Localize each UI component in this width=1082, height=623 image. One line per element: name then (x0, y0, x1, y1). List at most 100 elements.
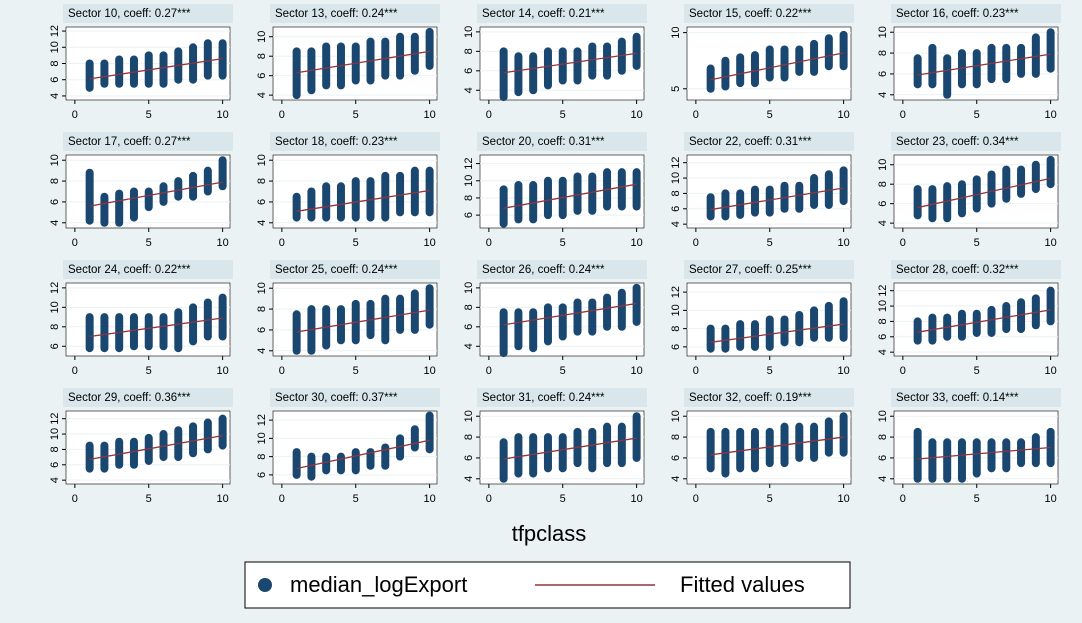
x-tick-label: 0 (72, 109, 78, 121)
point-cluster (603, 422, 612, 468)
panel-title: Sector 23, coeff: 0.34*** (896, 136, 1019, 148)
point-cluster (632, 168, 641, 211)
panel-title-strip (270, 4, 440, 23)
y-tick-label: 6 (670, 455, 682, 461)
y-tick-label: 12 (49, 413, 61, 425)
point-cluster (129, 187, 138, 222)
point-cluster (617, 168, 626, 211)
panel-title-strip (891, 4, 1061, 23)
point-cluster (543, 176, 552, 220)
point-cluster (425, 411, 434, 454)
point-cluster (381, 171, 390, 222)
point-cluster (189, 422, 198, 458)
fit-line (917, 177, 1051, 209)
y-tick-label: 4 (463, 87, 475, 93)
y-tick-label: 8 (256, 306, 268, 312)
point-cluster (425, 27, 434, 70)
point-cluster (706, 427, 715, 473)
x-tick-label: 0 (900, 237, 906, 249)
point-cluster (839, 30, 848, 71)
point-cluster (913, 185, 922, 220)
point-cluster (1031, 160, 1040, 194)
point-cluster (351, 177, 360, 222)
point-cluster (144, 313, 153, 351)
y-tick-label: 6 (463, 68, 475, 74)
y-tick-label: 4 (463, 343, 475, 349)
point-cluster (736, 427, 745, 473)
point-cluster (292, 448, 301, 479)
point-cluster (529, 433, 538, 478)
y-tick-label: 4 (256, 220, 268, 226)
y-tick-label: 10 (877, 26, 889, 38)
y-tick-label: 10 (49, 301, 61, 313)
y-tick-label: 6 (256, 327, 268, 333)
y-tick-label: 12 (49, 25, 61, 37)
panel-title: Sector 16, coeff: 0.23*** (896, 8, 1019, 20)
point-cluster (839, 166, 848, 206)
point-cluster (396, 294, 405, 334)
x-tick-label: 10 (837, 109, 849, 121)
y-tick-label: 4 (49, 477, 61, 483)
x-tick-label: 0 (279, 109, 285, 121)
y-tick-label: 4 (49, 220, 61, 226)
y-tick-label: 10 (670, 172, 682, 184)
y-tick-label: 10 (49, 154, 61, 166)
y-tick-label: 8 (670, 190, 682, 196)
y-tick-label: 10 (463, 26, 475, 38)
x-tick-label: 5 (767, 109, 773, 121)
y-tick-label: 8 (49, 178, 61, 184)
point-cluster (972, 309, 981, 337)
point-cluster (795, 310, 804, 347)
panel-title: Sector 27, coeff: 0.25*** (689, 264, 812, 276)
point-cluster (159, 182, 168, 206)
point-cluster (410, 289, 419, 334)
legend-label: median_logExport (290, 572, 467, 597)
x-tick-label: 0 (900, 365, 906, 377)
y-tick-label: 6 (463, 212, 475, 218)
x-tick-label: 10 (423, 493, 435, 505)
y-tick-label: 8 (256, 178, 268, 184)
point-cluster (1002, 43, 1011, 84)
point-cluster (721, 56, 730, 91)
point-cluster (115, 55, 124, 88)
panel-title-strip (477, 260, 647, 279)
point-cluster (189, 303, 198, 346)
x-tick-label: 0 (900, 109, 906, 121)
y-tick-label: 8 (463, 434, 475, 440)
point-cluster (1017, 43, 1026, 78)
panel-title-strip (684, 260, 854, 279)
panel-title: Sector 17, coeff: 0.27*** (68, 136, 191, 148)
y-tick-label: 6 (256, 73, 268, 79)
point-cluster (588, 172, 597, 215)
y-tick-label: 8 (877, 318, 889, 324)
point-cluster (159, 51, 168, 88)
point-cluster (943, 54, 952, 99)
point-cluster (529, 181, 538, 224)
point-cluster (765, 185, 774, 217)
fit-line (917, 53, 1051, 76)
y-tick-label: 6 (877, 455, 889, 461)
x-tick-label: 5 (560, 365, 566, 377)
panel-title-strip (63, 4, 233, 23)
point-cluster (1046, 28, 1055, 73)
point-cluster (987, 305, 996, 337)
y-tick-label: 10 (670, 410, 682, 422)
point-cluster (810, 422, 819, 462)
panel-title-strip (477, 4, 647, 23)
x-tick-label: 0 (486, 493, 492, 505)
y-tick-label: 10 (256, 282, 268, 294)
point-cluster (839, 297, 848, 342)
panel-title-strip (270, 260, 440, 279)
point-cluster (1031, 433, 1040, 468)
y-tick-label: 4 (877, 220, 889, 226)
y-tick-label: 8 (877, 181, 889, 187)
y-tick-label: 10 (463, 175, 475, 187)
point-cluster (736, 320, 745, 351)
point-cluster (913, 317, 922, 345)
point-cluster (632, 283, 641, 326)
x-tick-label: 10 (216, 365, 228, 377)
point-cluster (410, 425, 419, 452)
panel-title-strip (477, 132, 647, 151)
panel-title-strip (63, 260, 233, 279)
fit-line (296, 309, 430, 333)
